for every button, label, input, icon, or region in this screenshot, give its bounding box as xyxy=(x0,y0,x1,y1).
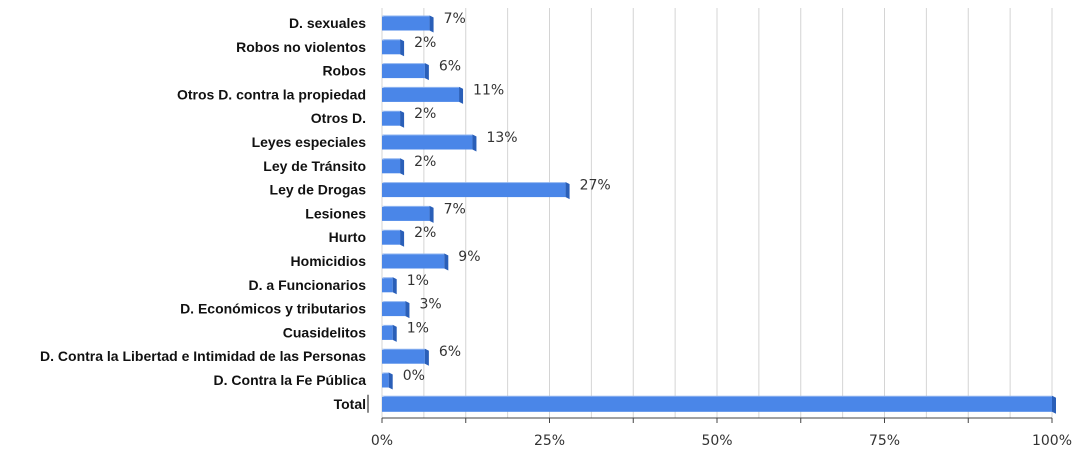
x-tick-label: 50% xyxy=(701,433,732,449)
bar-front-face xyxy=(382,396,1052,412)
gridlines xyxy=(381,8,1053,418)
bar-front-face xyxy=(382,254,445,269)
value-label: 1% xyxy=(407,320,429,336)
value-label: 2% xyxy=(414,106,436,122)
bar xyxy=(382,301,410,319)
bar-side-face xyxy=(472,134,477,152)
bar xyxy=(382,63,429,81)
category-label: Homicidios xyxy=(291,253,367,269)
value-label: 7% xyxy=(444,201,466,217)
category-label: Ley de Drogas xyxy=(270,182,367,198)
bar-side-face xyxy=(400,158,405,176)
category-label: D. Económicos y tributarios xyxy=(180,301,366,317)
bar xyxy=(382,158,405,176)
bar xyxy=(382,39,405,57)
value-labels: 7%2%6%11%2%13%2%27%7%2%9%1%3%1%6%0% xyxy=(403,11,611,384)
category-label: D. Contra la Fe Pública xyxy=(214,372,367,388)
bar-front-face xyxy=(382,325,393,340)
category-label: Ley de Tránsito xyxy=(263,158,366,174)
bar-front-face xyxy=(382,64,425,79)
bar-front-face xyxy=(382,278,393,293)
x-tick-label: 25% xyxy=(534,433,565,449)
category-label: D. sexuales xyxy=(289,15,366,31)
bar xyxy=(382,205,434,223)
bar-side-face xyxy=(429,15,434,33)
category-label: Robos xyxy=(322,63,366,79)
category-label: Hurto xyxy=(329,229,366,245)
bar-front-face xyxy=(382,87,460,102)
value-label: 2% xyxy=(414,154,436,170)
value-label: 2% xyxy=(414,225,436,241)
bar-side-face xyxy=(424,63,429,81)
bar-side-face xyxy=(405,301,410,319)
bar xyxy=(382,348,429,366)
value-label: 7% xyxy=(444,11,466,27)
value-label: 3% xyxy=(419,297,441,313)
bar-front-face xyxy=(382,206,430,221)
bar xyxy=(382,229,405,247)
bar xyxy=(382,277,397,295)
category-label: Lesiones xyxy=(305,205,366,221)
value-label: 6% xyxy=(439,59,461,75)
value-label: 9% xyxy=(458,249,480,265)
bars xyxy=(382,15,1056,414)
bar-front-face xyxy=(382,183,566,198)
x-tick-label: 75% xyxy=(869,433,900,449)
category-label: Otros D. xyxy=(311,110,366,126)
value-label: 13% xyxy=(486,130,517,146)
bar-side-face xyxy=(392,277,397,295)
bar-front-face xyxy=(382,16,430,31)
bar-side-face xyxy=(429,205,434,223)
bar-side-face xyxy=(400,229,405,247)
bar-side-face xyxy=(388,372,393,390)
bar-front-face xyxy=(382,230,401,245)
x-axis: 0% 25% 50% 75% 100% xyxy=(367,394,1072,449)
bar-front-face xyxy=(382,349,425,364)
category-labels: D. sexuales Robos no violentos Robos Otros … xyxy=(40,15,366,412)
bar xyxy=(382,182,570,200)
bar-front-face xyxy=(382,40,401,55)
bar-front-face xyxy=(382,135,473,150)
bar-side-face xyxy=(1052,395,1056,414)
category-label: D. a Funcionarios xyxy=(249,277,367,293)
bar xyxy=(382,15,434,33)
x-tick-label: 100% xyxy=(1032,433,1072,449)
category-label: Leyes especiales xyxy=(252,134,367,150)
bar xyxy=(382,395,1056,414)
bar-side-face xyxy=(565,182,570,200)
bar-front-face xyxy=(382,111,401,126)
value-label: 0% xyxy=(403,368,425,384)
bar xyxy=(382,253,449,271)
category-label: D. Contra la Libertad e Intimidad de las… xyxy=(40,348,366,364)
bar xyxy=(382,110,405,128)
category-label: Otros D. contra la propiedad xyxy=(177,86,366,102)
value-label: 1% xyxy=(407,273,429,289)
bar xyxy=(382,134,477,152)
value-label: 27% xyxy=(580,178,611,194)
category-label: Cuasidelitos xyxy=(283,324,366,340)
category-label: Robos no violentos xyxy=(236,39,366,55)
bar xyxy=(382,372,393,390)
category-label: Total xyxy=(334,396,366,412)
bar-side-face xyxy=(400,110,405,128)
bar xyxy=(382,86,464,104)
bar-side-face xyxy=(459,86,464,104)
x-tick-label: 0% xyxy=(371,433,393,449)
bar-front-face xyxy=(382,373,389,388)
bar xyxy=(382,324,397,342)
bar-side-face xyxy=(424,348,429,366)
bar-side-face xyxy=(400,39,405,57)
value-label: 11% xyxy=(473,82,504,98)
value-label: 2% xyxy=(414,35,436,51)
bar-front-face xyxy=(382,159,401,174)
value-label: 6% xyxy=(439,344,461,360)
bar-side-face xyxy=(392,324,397,342)
bar-front-face xyxy=(382,302,406,317)
bar-side-face xyxy=(444,253,449,271)
